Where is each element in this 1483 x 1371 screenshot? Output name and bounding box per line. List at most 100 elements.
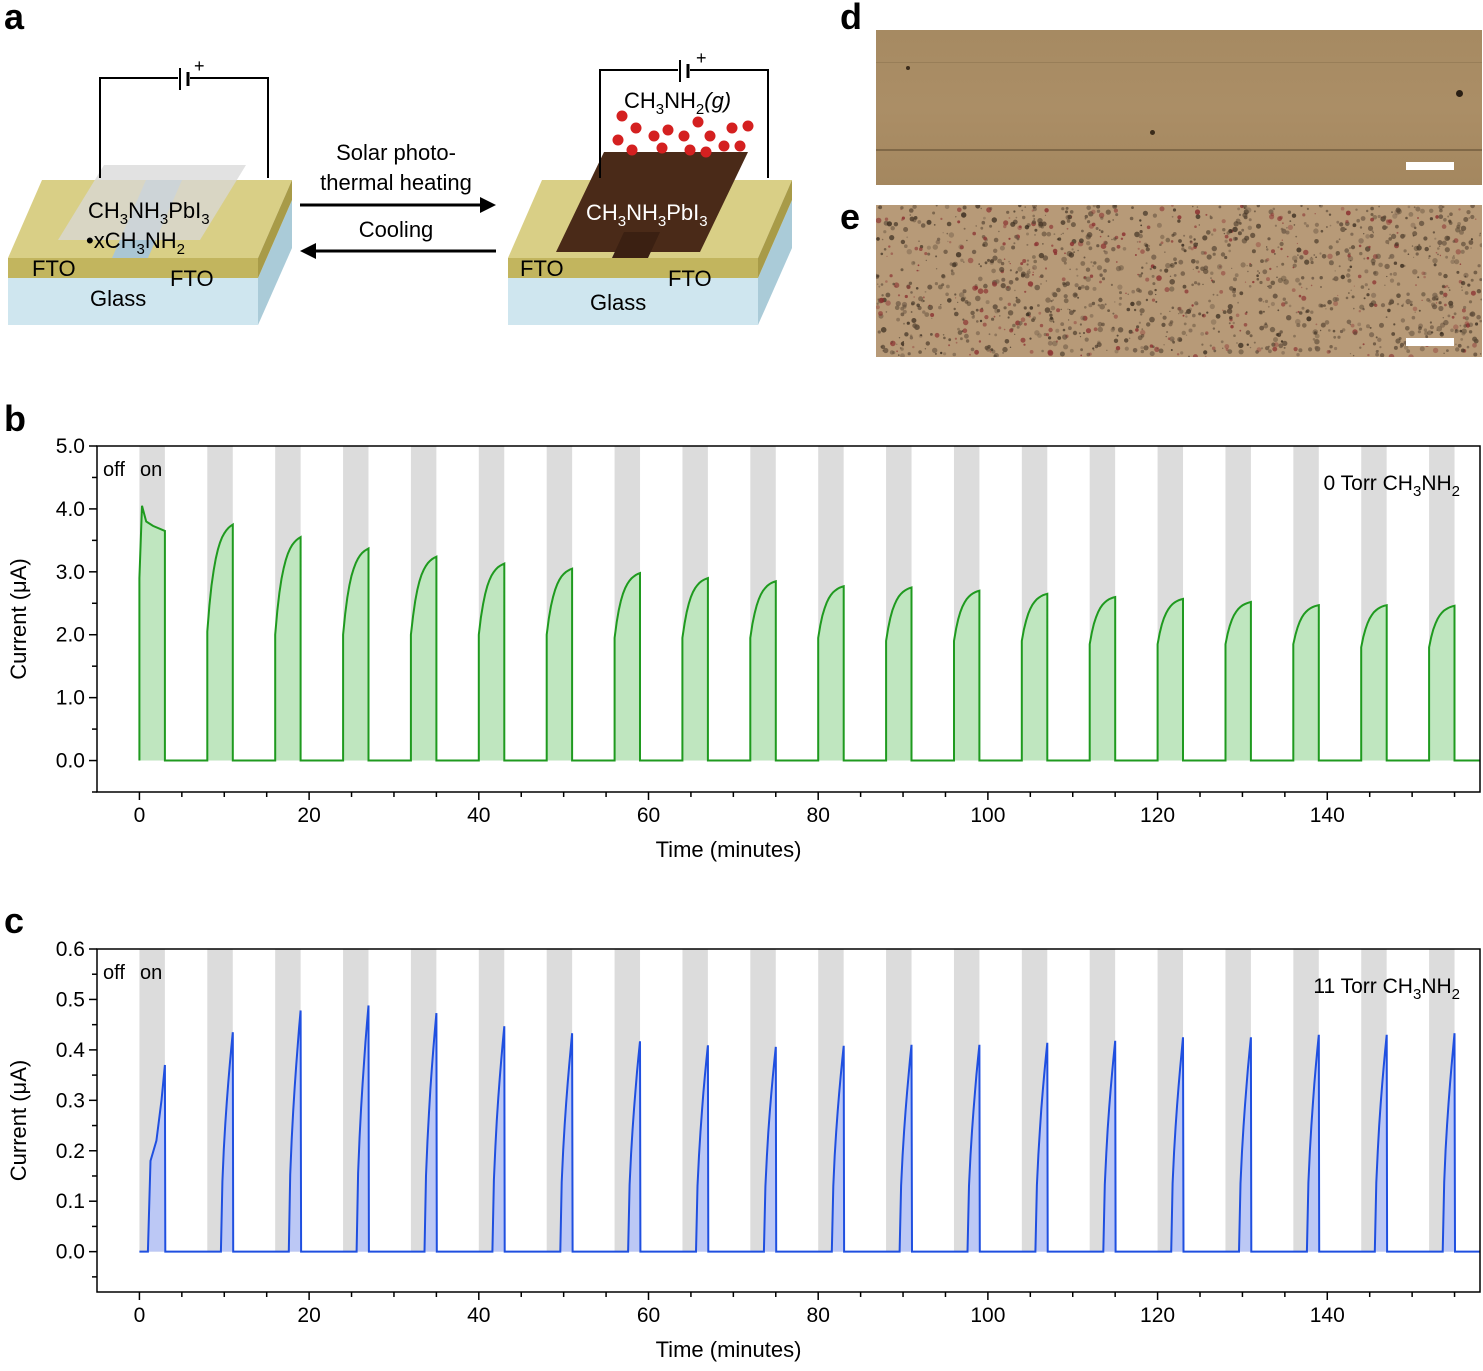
speckle [1444, 303, 1447, 307]
speckle [1407, 205, 1411, 209]
speckle [1347, 268, 1351, 272]
speckle [1209, 215, 1212, 218]
speckle [1459, 324, 1462, 327]
speckle [1164, 251, 1166, 253]
speckle [1329, 224, 1332, 227]
speckle [1237, 207, 1240, 211]
speckle [1470, 214, 1475, 220]
speckle [1073, 251, 1075, 253]
speckle [930, 313, 935, 317]
speckle [910, 291, 913, 294]
speckle [957, 301, 959, 303]
left-device: + CH3NH3PbI3 •xCH3NH2 FTO FTO Glass [8, 56, 292, 325]
speckle [1461, 331, 1466, 336]
speckle [886, 221, 892, 227]
speckle [1063, 261, 1067, 265]
speckle [984, 261, 988, 265]
speckle [1038, 252, 1045, 259]
speckle [1197, 270, 1200, 273]
speckle [900, 347, 904, 351]
speckle [1169, 310, 1171, 312]
speckle [1139, 219, 1142, 222]
panel-letter-b: b [4, 398, 26, 439]
speckle [1184, 289, 1189, 294]
speckle [1454, 259, 1460, 265]
speckle [1421, 271, 1425, 276]
speckle [1151, 298, 1156, 302]
speckle [1181, 243, 1185, 247]
speckle [1319, 329, 1322, 332]
speckle [1405, 216, 1408, 220]
speckle [1033, 218, 1036, 220]
speckle [975, 331, 980, 336]
speckle [1226, 231, 1230, 235]
speckle [1332, 329, 1336, 333]
speckle [1344, 248, 1349, 253]
speckle [1137, 273, 1139, 276]
speckle [1325, 209, 1329, 213]
speckle [1089, 314, 1094, 318]
speckle [1008, 237, 1011, 240]
speckle [920, 223, 926, 228]
speckle [983, 288, 989, 294]
speckle [979, 265, 982, 268]
speckle [1009, 346, 1012, 348]
speckle [1101, 277, 1106, 281]
speckle [1452, 240, 1456, 243]
speckle [1470, 205, 1475, 209]
speckle [935, 255, 938, 258]
x-tick-label: 140 [1310, 1304, 1345, 1327]
speckle [1188, 355, 1190, 357]
speckle [1416, 245, 1422, 251]
speckle [1423, 236, 1428, 241]
speckle [973, 314, 975, 317]
speckle [1176, 353, 1180, 356]
speckle [935, 205, 938, 207]
speckle [995, 279, 1000, 284]
speckle [1073, 321, 1077, 325]
speckle [1067, 308, 1069, 310]
speckle [1277, 246, 1280, 249]
speckle [1170, 264, 1173, 267]
speckle [1253, 341, 1256, 344]
speckle [890, 340, 896, 347]
speckle [1068, 326, 1072, 331]
speckle [1116, 334, 1119, 337]
speckle [1363, 257, 1366, 260]
speckle [1169, 336, 1175, 342]
speckle [1262, 269, 1268, 275]
speckle [960, 258, 964, 262]
speckle [1418, 326, 1422, 331]
speckle [1044, 307, 1051, 313]
speckle [1432, 231, 1436, 234]
scale-bar [1406, 338, 1454, 346]
speckle [1183, 234, 1186, 237]
speckle [1399, 345, 1403, 349]
speckle [1233, 334, 1236, 337]
y-axis-label: Current (μA) [6, 558, 31, 679]
speckle [1049, 316, 1054, 320]
speckle [1314, 346, 1321, 352]
speckle [1090, 261, 1093, 264]
speckle [1236, 342, 1238, 344]
speckle [1128, 329, 1133, 334]
speckle [1060, 308, 1062, 311]
speckle [1118, 302, 1122, 306]
speckle [1298, 294, 1302, 298]
speckle [1213, 349, 1217, 353]
speckle [1097, 321, 1103, 327]
speckle [1052, 292, 1058, 298]
speckle [1051, 244, 1054, 247]
speckle [1003, 224, 1007, 229]
speckle [1259, 280, 1263, 285]
speckle [1279, 241, 1284, 247]
speckle [940, 304, 942, 306]
speckle [1003, 220, 1009, 226]
speckle [1194, 281, 1198, 285]
speckle [1367, 353, 1370, 357]
speckle [899, 347, 902, 349]
speckle [1264, 322, 1268, 325]
speckle [1301, 276, 1305, 280]
speckle [1240, 205, 1244, 209]
speckle [1067, 214, 1073, 220]
